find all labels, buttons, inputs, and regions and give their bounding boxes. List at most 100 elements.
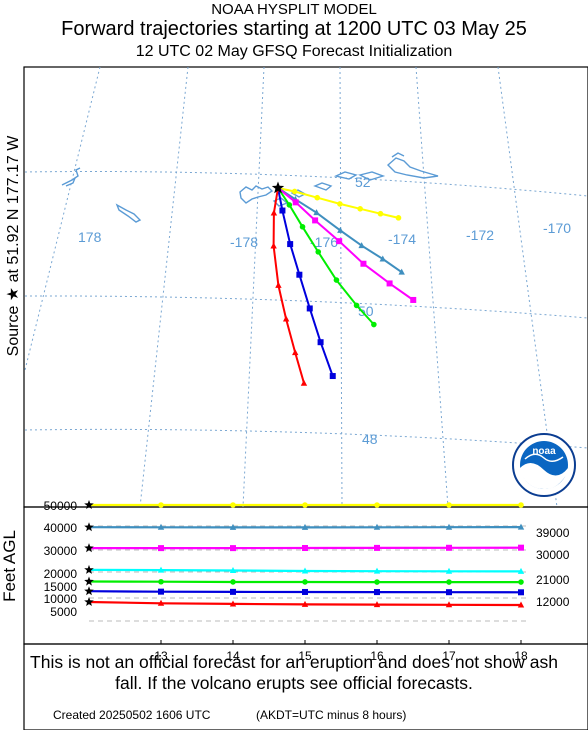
trajectory-point-blue [306,305,313,312]
trajectory-point-steelblue [379,255,386,262]
altitude-point-blue [230,588,236,595]
altitude-start-star [84,543,94,553]
x-tick-label: 17 [442,649,456,663]
trajectory-point-steelblue [398,268,405,275]
disclaimer-note: This is not an official forecast for an … [30,652,558,693]
trajectory-line-blue [277,187,334,377]
trajectory-point-red [270,242,277,249]
altitude-point-red [229,600,237,607]
trajectory-point-magenta [292,199,299,206]
trajectory-point-blue [296,271,303,278]
altitude-point-green [230,579,236,585]
y-tick-label-left: 20000 [44,567,78,581]
trajectory-point-red [282,315,290,322]
altitude-start-star [84,586,94,596]
trajectory-point-yellow [395,215,402,221]
altitude-point-steelblue [229,523,237,530]
trajectory-point-magenta [312,217,319,224]
created-timestamp: Created 20250502 1606 UTC [53,708,211,722]
altitude-point-magenta [518,544,524,551]
altitude-gridlines [89,525,528,622]
trajectory-point-yellow [291,188,298,195]
map-labels: 178 -178 -176 -174 -172 -170 52 50 48 [78,174,571,447]
trajectory-point-green [371,321,377,328]
altitude-point-blue [446,589,452,596]
altitude-point-cyan [517,567,525,574]
y-tick-label-left: 30000 [44,544,78,558]
y-tick-label-right: 30000 [536,548,570,562]
timezone-note: (AKDT=UTC minus 8 hours) [256,708,407,722]
trajectory-point-magenta [386,280,393,287]
y-tick-label-left: 50000 [44,499,78,513]
altitude-point-cyan [229,567,237,574]
altitude-point-yellow [158,502,164,508]
source-star [271,181,285,194]
altitude-point-red [373,601,381,608]
trajectory-point-red [270,209,278,216]
map-graticule [24,66,588,508]
altitude-point-green [158,578,164,585]
lon-label: -174 [388,231,416,247]
title-line-1: NOAA HYSPLIT MODEL [211,1,377,18]
trajectory-point-magenta [360,260,367,267]
y-tick-label-right: 12000 [536,595,570,609]
altitude-point-steelblue [301,523,309,530]
trajectory-point-yellow [377,210,384,217]
trajectory-point-red [300,379,308,386]
x-tick-label: 18 [514,649,528,663]
trajectory-point-red [292,349,299,356]
altitude-start-star [84,522,94,532]
altitude-point-magenta [374,544,380,551]
trajectory-point-yellow [337,201,343,207]
trajectory-point-green [315,249,322,255]
altitude-point-blue [302,588,308,595]
lon-label: -178 [230,234,258,250]
altitude-point-green [518,579,524,585]
y-tick-label-left: 5000 [50,605,77,619]
altitude-point-red [157,599,165,606]
altitude-point-magenta [230,545,236,552]
trajectory-point-green [286,202,293,208]
altitude-point-green [374,579,380,585]
altitude-point-yellow [446,502,452,508]
lon-label: -176 [310,234,338,250]
altitude-point-yellow [302,502,308,508]
noaa-logo-text: noaa [532,446,556,457]
y-tick-label-right: 39000 [536,526,570,540]
altitude-point-cyan [445,567,453,574]
y-tick-label-left: 15000 [44,580,78,594]
altitude-point-blue [158,588,164,595]
altitude-start-star [84,564,94,574]
altitude-start-star [84,597,94,606]
y-tick-label-left: 10000 [44,592,78,606]
title-line-2: Forward trajectories starting at 1200 UT… [61,18,527,40]
altitude-start-star [84,500,94,509]
trajectory-point-blue [287,241,294,248]
trajectory-point-magenta [336,238,343,245]
altitude-point-blue [374,589,380,596]
altitude-point-cyan [157,566,165,573]
altitude-point-blue [518,589,524,596]
trajectory-point-yellow [314,194,321,201]
title-line-3: 12 UTC 02 May GFSQ Forecast Initializati… [135,43,453,60]
lat-label: 50 [358,303,374,319]
altitude-point-steelblue [517,523,525,530]
trajectory-point-blue [317,339,324,346]
altitude-point-steelblue [373,523,381,530]
x-tick-label: 13 [154,649,168,663]
trajectory-point-magenta [410,296,417,303]
noaa-logo: noaa [512,433,576,497]
x-tick-label: 14 [226,649,240,663]
altitude-point-magenta [446,544,452,551]
altitude-point-red [445,601,453,608]
trajectory-point-blue [329,373,336,380]
trajectory-point-red [275,281,282,288]
altitude-point-red [301,600,309,607]
altitude-point-magenta [158,545,164,552]
altitude-point-cyan [301,567,309,574]
altitude-point-red [517,601,525,608]
lat-label: 48 [362,431,378,447]
lon-label: -170 [543,220,571,236]
y-tick-label-left: 40000 [44,521,78,535]
